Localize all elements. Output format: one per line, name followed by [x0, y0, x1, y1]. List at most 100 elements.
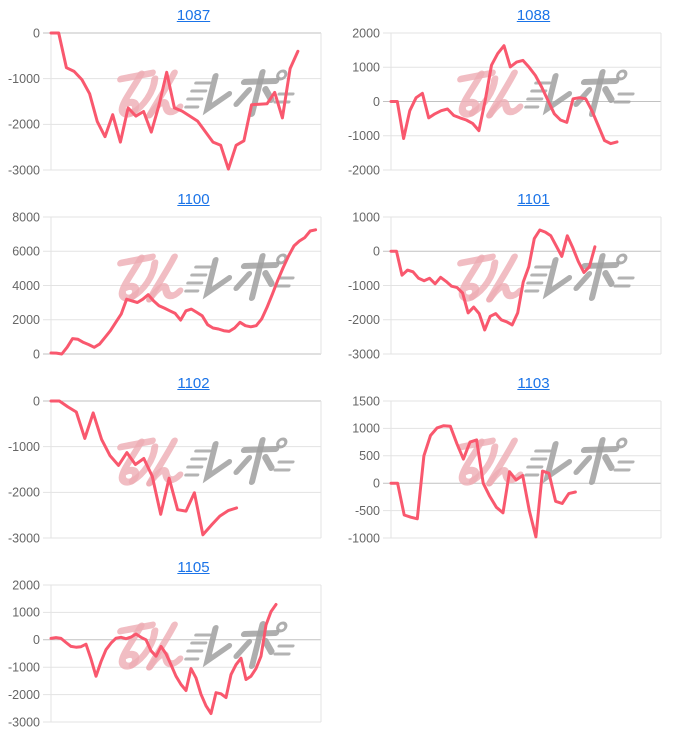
watermark-gray-glyph — [542, 441, 573, 484]
watermark-gray-glyph — [233, 455, 253, 475]
watermark-handakuten — [276, 621, 288, 633]
chart-title-link-1088[interactable]: 1088 — [516, 7, 551, 24]
chart-block-1087: 1087 0 -1000 -2000 -3000 みんレポ — [6, 6, 336, 178]
watermark-gray-glyph — [542, 73, 573, 116]
watermark-gray-glyph — [580, 446, 620, 453]
y-tick-label: -1000 — [348, 129, 380, 143]
chart-block-1101: 1101 1000 0 -1000 -2000 -3000 みんレポ — [346, 190, 676, 362]
chart-block-1105: 1105 2000 1000 0 -1000 -2000 -3000 みんレポ — [6, 558, 336, 730]
watermark-gray-glyph — [573, 455, 593, 475]
y-tick-label: -2000 — [348, 163, 380, 177]
y-axis-labels: 1500 1000 500 0 -500 -1000 — [348, 394, 380, 545]
chart-title-link-1101[interactable]: 1101 — [517, 191, 550, 208]
y-tick-label: 2000 — [12, 313, 40, 327]
series-line-1102 — [49, 399, 239, 537]
y-tick-label: -1000 — [8, 661, 40, 675]
y-axis-labels: 0 -1000 -2000 -3000 — [8, 394, 40, 545]
y-tick-label: 0 — [373, 477, 380, 491]
y-tick-label: 0 — [33, 633, 40, 647]
y-tick-label: 500 — [359, 449, 380, 463]
series-line-1103 — [389, 424, 577, 539]
y-tick-label: 0 — [33, 394, 40, 408]
y-tick-label: 2000 — [352, 26, 380, 40]
chart-title: 1102 — [6, 374, 336, 393]
watermark-pink-glyph — [128, 627, 159, 669]
y-tick-label: 1500 — [352, 394, 380, 408]
y-tick-label: -3000 — [8, 531, 40, 545]
chart-title-link-1102[interactable]: 1102 — [177, 375, 210, 392]
watermark-gray-glyph — [233, 271, 253, 291]
watermark-pink-glyph — [146, 99, 184, 119]
y-axis-labels: 0 -1000 -2000 -3000 — [8, 26, 40, 177]
watermark-minrepo: みんレポ — [117, 437, 295, 487]
chart-canvas-1087: 0 -1000 -2000 -3000 みんレポ — [8, 26, 322, 177]
y-tick-label: 6000 — [12, 245, 40, 259]
watermark-pink-glyph — [486, 283, 524, 303]
series-line-1105 — [49, 603, 278, 715]
watermark-gray-glyph — [602, 86, 615, 103]
watermark-gray-glyph — [573, 271, 593, 291]
watermark-handakuten — [276, 437, 288, 449]
watermark-gray-glyph — [202, 625, 233, 668]
watermark-pink-glyph — [458, 70, 485, 118]
chart-title: 1088 — [346, 6, 676, 25]
y-axis-labels: 1000 0 -1000 -2000 -3000 — [348, 210, 380, 361]
watermark-gray-glyph — [240, 262, 280, 269]
watermark-pink-glyph — [118, 70, 145, 118]
watermark-gray-glyph — [240, 446, 280, 453]
y-axis-labels: 2000 1000 0 -1000 -2000 -3000 — [8, 578, 40, 729]
watermark-handakuten — [616, 69, 628, 81]
watermark-minrepo: みんレポ — [117, 621, 295, 671]
watermark-gray-glyph — [588, 437, 606, 485]
watermark-gray-glyph — [580, 78, 620, 85]
chart-title-link-1087[interactable]: 1087 — [176, 7, 211, 24]
y-tick-label: 2000 — [12, 578, 40, 592]
watermark-gray-glyph — [262, 638, 275, 655]
chart-block-1100: 1100 8000 6000 4000 2000 0 みんレポ — [6, 190, 336, 362]
series-line-1088 — [389, 44, 619, 146]
watermark-minrepo: みんレポ — [117, 69, 295, 119]
chart-canvas-1105: 2000 1000 0 -1000 -2000 -3000 みんレポ — [8, 578, 322, 729]
watermark-gray-glyph — [233, 639, 253, 659]
y-tick-label: -500 — [355, 504, 380, 518]
y-tick-label: -3000 — [348, 347, 380, 361]
series-line-1101 — [389, 228, 597, 332]
y-tick-label: 0 — [33, 347, 40, 361]
watermark-handakuten — [616, 253, 628, 265]
watermark-minrepo: みんレポ — [117, 253, 295, 303]
y-tick-label: -1000 — [348, 279, 380, 293]
watermark-gray-glyph — [202, 73, 233, 116]
chart-title-link-1105[interactable]: 1105 — [177, 559, 210, 576]
watermark-handakuten — [616, 437, 628, 449]
y-tick-label: -1000 — [348, 531, 380, 545]
watermark-pink-glyph — [458, 254, 485, 302]
chart-canvas-1101: 1000 0 -1000 -2000 -3000 みんレポ — [348, 210, 662, 361]
gridlines — [43, 584, 321, 723]
y-axis-labels: 8000 6000 4000 2000 0 — [12, 210, 40, 361]
watermark-pink-glyph — [468, 443, 499, 485]
y-tick-label: -3000 — [8, 715, 40, 729]
watermark-pink-glyph — [468, 75, 499, 117]
gridlines — [383, 216, 661, 355]
watermark-gray-glyph — [262, 270, 275, 287]
y-tick-label: 0 — [33, 26, 40, 40]
watermark-pink-glyph — [146, 651, 184, 671]
chart-title: 1105 — [6, 558, 336, 577]
chart-canvas-1100: 8000 6000 4000 2000 0 みんレポ — [12, 210, 322, 361]
y-tick-label: -2000 — [348, 313, 380, 327]
watermark-gray-glyph — [602, 454, 615, 471]
watermark-gray-glyph — [588, 69, 606, 117]
y-tick-label: 1000 — [352, 210, 380, 224]
series-line-1087 — [49, 31, 300, 171]
chart-block-1102: 1102 0 -1000 -2000 -3000 みんレポ — [6, 374, 336, 546]
chart-title-link-1103[interactable]: 1103 — [517, 375, 550, 392]
y-tick-label: 4000 — [12, 279, 40, 293]
watermark-pink-glyph — [486, 99, 524, 119]
chart-title-link-1100[interactable]: 1100 — [177, 191, 210, 208]
y-tick-label: 1000 — [352, 422, 380, 436]
watermark-pink-glyph — [118, 254, 145, 302]
